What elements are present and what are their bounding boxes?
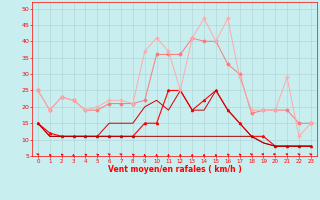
X-axis label: Vent moyen/en rafales ( km/h ): Vent moyen/en rafales ( km/h ) (108, 165, 241, 174)
